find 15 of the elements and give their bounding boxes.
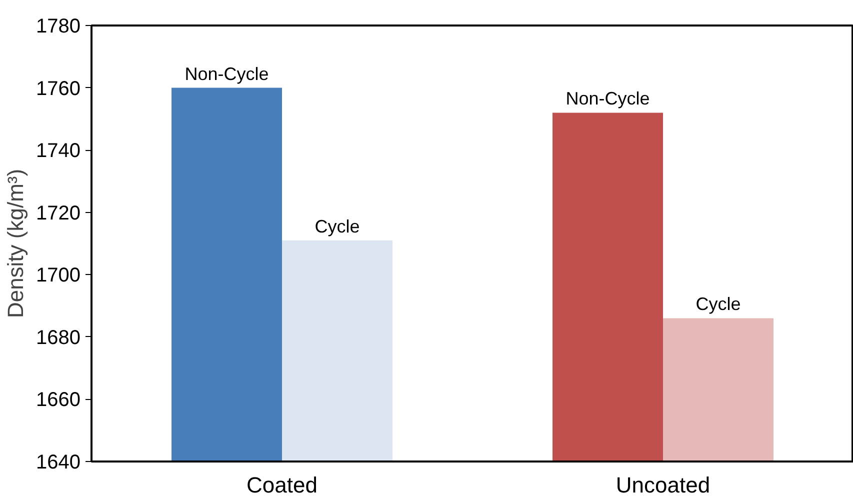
y-tick-label: 1700 (36, 264, 81, 287)
y-axis-title: Density (kg/m³) (3, 168, 28, 318)
y-tick-label: 1680 (36, 326, 81, 349)
y-tick-label: 1720 (36, 202, 81, 224)
series-label: Non-Cycle (184, 64, 269, 84)
y-tick-label: 1780 (36, 16, 81, 38)
series-label: Cycle (314, 216, 360, 236)
y-tick-label: 1640 (36, 452, 81, 474)
y-tick-label: 1740 (36, 140, 81, 162)
text: Non-Cycle (566, 88, 650, 109)
y-tick-label: 1660 (36, 389, 81, 412)
text: Cycle (696, 294, 741, 314)
y-tick-label: 1760 (36, 78, 81, 100)
x-tick-label: Uncoated (616, 472, 710, 498)
x-tick-label: Coated (246, 472, 318, 498)
